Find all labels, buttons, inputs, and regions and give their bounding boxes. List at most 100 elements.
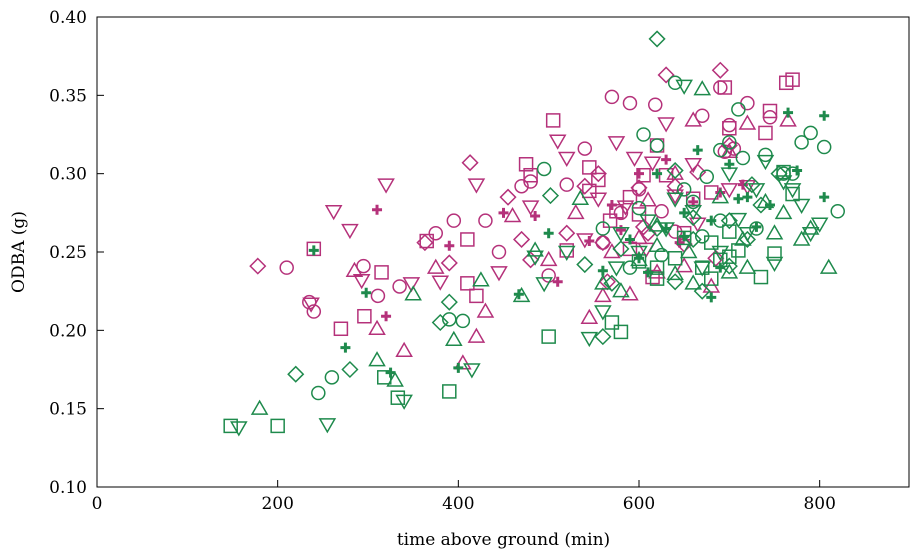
data-point-triangle-down <box>783 183 802 199</box>
data-point-triangle-down <box>774 175 793 191</box>
data-point-diamond <box>576 255 594 274</box>
data-point-triangle-down <box>607 136 626 152</box>
data-point-circle <box>654 204 669 219</box>
data-point-triangle-down <box>693 261 712 277</box>
data-point-square <box>604 315 620 330</box>
data-points <box>223 30 845 437</box>
series-green-circle <box>311 75 845 401</box>
data-point-triangle-up <box>250 399 269 415</box>
data-point-triangle-up <box>467 327 486 343</box>
data-point-triangle-down <box>341 223 359 240</box>
data-point-triangle-down <box>589 192 608 208</box>
series-green-square <box>223 164 800 434</box>
data-point-square <box>622 189 638 205</box>
data-point-diamond <box>666 177 684 195</box>
data-point-diamond <box>522 251 540 269</box>
data-point-diamond <box>666 161 684 180</box>
data-point-triangle-up <box>594 274 612 290</box>
data-point-square <box>333 321 349 337</box>
series-magenta-square <box>306 72 800 337</box>
data-point-triangle-down <box>720 183 739 199</box>
data-point-triangle-down <box>666 189 684 205</box>
data-point-circle <box>428 225 443 241</box>
data-point-triangle-down <box>711 245 730 262</box>
data-point-square <box>636 167 651 183</box>
data-point-plus <box>552 276 563 287</box>
data-point-diamond <box>440 254 458 272</box>
data-point-triangle-down <box>801 226 820 243</box>
data-point-plus <box>792 165 803 176</box>
data-point-triangle-down <box>318 418 337 434</box>
data-point-triangle-up <box>684 111 702 127</box>
y-axis-title: ODBA (g) <box>9 211 29 293</box>
data-point-diamond <box>513 230 531 249</box>
data-point-diamond <box>648 30 666 48</box>
data-point-triangle-down <box>535 277 553 293</box>
data-point-triangle-up <box>738 114 757 130</box>
data-point-triangle-up <box>648 216 666 232</box>
data-point-square <box>390 390 406 405</box>
data-point-plus <box>308 245 319 256</box>
data-point-square <box>762 103 778 119</box>
data-point-plus <box>652 168 663 179</box>
data-point-diamond <box>738 230 756 249</box>
data-point-triangle-down <box>557 151 576 168</box>
data-point-circle <box>279 260 294 275</box>
data-point-plus <box>706 215 717 226</box>
data-point-circle <box>740 95 755 111</box>
x-tick-label: 800 <box>803 494 835 514</box>
data-point-triangle-up <box>819 258 838 274</box>
data-point-square <box>613 324 629 340</box>
data-point-plus <box>706 292 717 303</box>
series-green-triangle-down <box>230 79 829 437</box>
data-point-circle <box>631 182 647 197</box>
data-point-diamond <box>743 176 761 194</box>
data-point-triangle-up <box>648 263 666 279</box>
data-point-triangle-down <box>616 200 635 216</box>
data-point-triangle-up <box>426 258 445 274</box>
data-point-diamond <box>603 274 621 292</box>
data-point-circle <box>735 150 751 166</box>
data-point-triangle-down <box>684 158 702 174</box>
data-point-circle <box>731 102 746 117</box>
data-point-triangle-up <box>666 164 684 180</box>
data-point-triangle-up <box>666 264 684 281</box>
data-point-plus <box>751 221 762 232</box>
data-point-plus <box>679 231 690 242</box>
data-point-plus <box>381 311 392 322</box>
data-point-triangle-down <box>548 134 567 150</box>
data-point-plus <box>643 267 654 278</box>
data-point-square <box>523 167 538 183</box>
data-point-diamond <box>440 293 458 311</box>
data-point-diamond <box>752 196 770 214</box>
data-point-plus <box>724 159 735 170</box>
data-point-square <box>270 418 285 434</box>
y-tick-label: 0.20 <box>49 321 87 341</box>
data-point-square <box>582 160 597 175</box>
data-point-triangle-up <box>765 224 784 240</box>
data-point-square <box>541 329 556 344</box>
data-point-triangle-up <box>711 188 730 204</box>
series-magenta-plus <box>372 154 748 322</box>
data-point-circle <box>595 221 611 236</box>
data-point-triangle-down <box>675 79 693 95</box>
data-point-circle <box>478 213 493 228</box>
data-point-triangle-down <box>521 200 540 216</box>
data-point-triangle-down <box>747 183 766 199</box>
data-point-circle <box>794 135 809 150</box>
data-point-square <box>649 271 665 286</box>
data-point-triangle-up <box>571 189 590 205</box>
data-point-triangle-up <box>648 236 666 252</box>
data-point-square <box>518 157 534 172</box>
data-point-circle <box>392 279 407 294</box>
data-point-square <box>667 251 683 266</box>
data-point-plus <box>661 154 672 165</box>
data-point-square <box>717 80 733 95</box>
series-magenta-triangle-down <box>302 117 757 313</box>
data-point-triangle-up <box>580 308 599 325</box>
data-point-square <box>419 233 434 249</box>
data-point-plus <box>661 223 672 234</box>
data-point-plus <box>733 193 744 204</box>
data-point-triangle-down <box>630 245 648 262</box>
